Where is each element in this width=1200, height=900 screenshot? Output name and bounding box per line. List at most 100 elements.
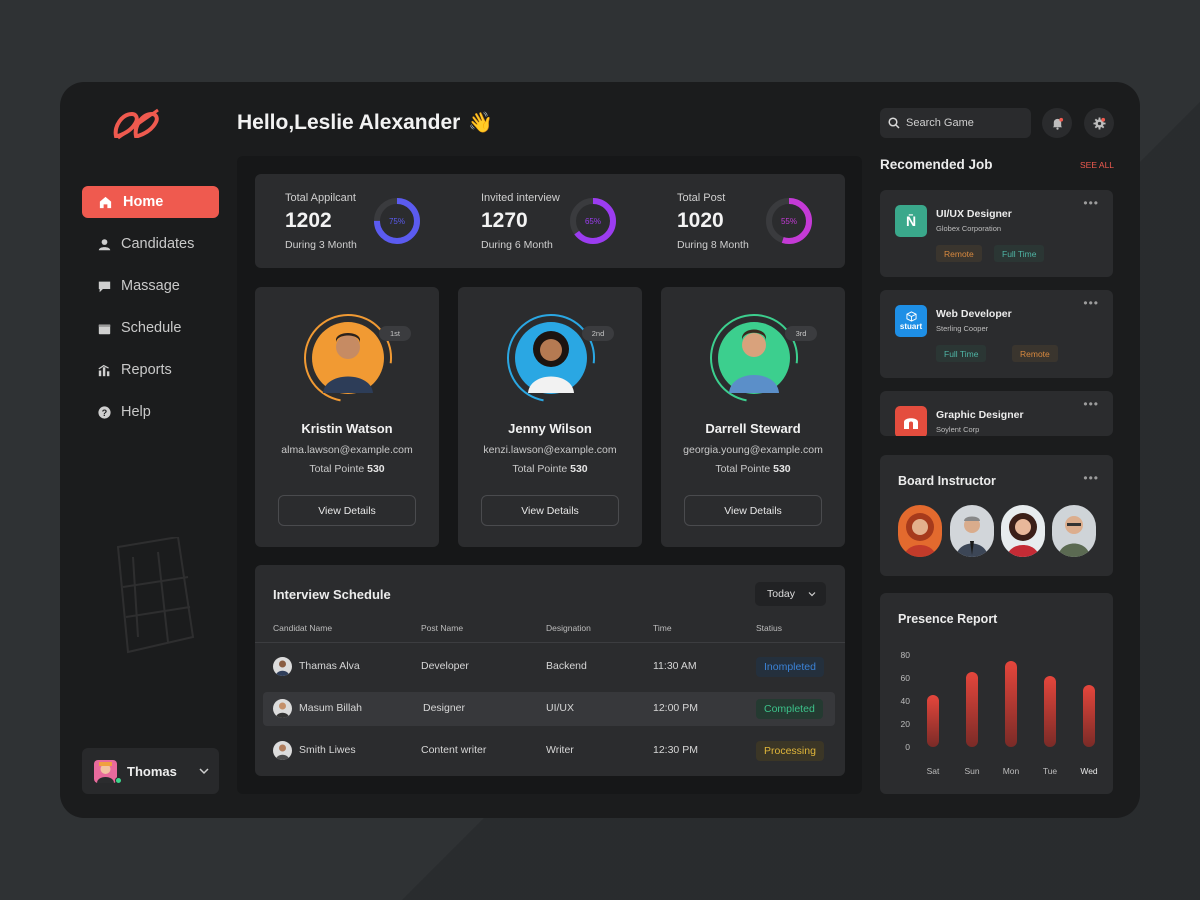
notification-button[interactable] bbox=[1042, 108, 1072, 138]
job-title: Web Developer bbox=[936, 308, 1012, 320]
rank-badge: 3rd bbox=[785, 326, 817, 341]
table-row[interactable]: Thamas Alva Developer Backend 11:30 AM I… bbox=[263, 650, 835, 684]
more-options-icon[interactable]: ••• bbox=[1083, 296, 1099, 310]
progress-donut: 55% bbox=[766, 198, 812, 244]
online-status-dot bbox=[115, 777, 122, 784]
column-header: Candidat Name bbox=[273, 623, 333, 633]
table-row[interactable]: Masum Billah Designer UI/UX 12:00 PM Com… bbox=[263, 692, 835, 726]
settings-button[interactable] bbox=[1084, 108, 1114, 138]
stat-invited-interview: Invited interview 1270 During 6 Month 65… bbox=[451, 174, 647, 268]
job-tag: Remote bbox=[1012, 345, 1058, 362]
job-card[interactable]: stuart Web Developer Sterling Cooper •••… bbox=[880, 290, 1113, 378]
job-title: Graphic Designer bbox=[936, 409, 1024, 421]
message-icon bbox=[98, 280, 111, 293]
company-logo: stuart bbox=[895, 305, 927, 337]
stat-value: 1202 bbox=[285, 209, 332, 232]
date-filter-dropdown[interactable]: Today bbox=[755, 582, 826, 606]
time: 11:30 AM bbox=[653, 660, 697, 672]
sidebar-item-help[interactable]: ? Help bbox=[82, 396, 219, 428]
instructor-avatar[interactable] bbox=[950, 505, 994, 557]
avatar bbox=[273, 741, 292, 760]
bell-icon bbox=[1052, 117, 1063, 130]
candidate-email: georgia.young@example.com bbox=[683, 444, 823, 456]
rank-badge: 2nd bbox=[582, 326, 614, 341]
points-value: 530 bbox=[570, 463, 588, 475]
avatar bbox=[273, 657, 292, 676]
rank-badge: 1st bbox=[379, 326, 411, 341]
stat-value: 1020 bbox=[677, 209, 724, 232]
instructor-avatar[interactable] bbox=[1001, 505, 1045, 557]
candidate-points: Total Pointe 530 bbox=[661, 463, 845, 475]
designation: Writer bbox=[546, 744, 574, 756]
stat-label: Invited interview bbox=[481, 192, 560, 204]
sidebar-item-label: Help bbox=[121, 404, 151, 420]
progress-donut: 65% bbox=[570, 198, 616, 244]
stat-total-post: Total Post 1020 During 8 Month 55% bbox=[647, 174, 843, 268]
x-tick-label: Mon bbox=[1002, 766, 1020, 776]
status-badge: Inompleted bbox=[756, 657, 824, 677]
column-header: Designation bbox=[546, 623, 591, 633]
stat-subtitle: During 6 Month bbox=[481, 239, 553, 251]
brand-logo-icon bbox=[113, 108, 159, 140]
candidate-card: 1st Kristin Watson alma.lawson@example.c… bbox=[255, 287, 439, 547]
chevron-down-icon bbox=[808, 592, 816, 597]
view-details-button[interactable]: View Details bbox=[278, 495, 416, 526]
sidebar-item-home[interactable]: Home bbox=[82, 186, 219, 218]
column-header: Post Name bbox=[421, 623, 464, 633]
candidate-card: 3rd Darrell Steward georgia.young@exampl… bbox=[661, 287, 845, 547]
designation: UI/UX bbox=[546, 702, 575, 714]
company-name: Sterling Cooper bbox=[936, 324, 989, 333]
candidate-points: Total Pointe 530 bbox=[255, 463, 439, 475]
see-all-link[interactable]: SEE ALL bbox=[1080, 160, 1115, 170]
view-details-button[interactable]: View Details bbox=[481, 495, 619, 526]
sidebar-item-schedule[interactable]: Schedule bbox=[82, 312, 219, 344]
sidebar-item-label: Reports bbox=[121, 362, 172, 378]
search-input[interactable] bbox=[906, 117, 1026, 129]
sidebar-item-massage[interactable]: Massage bbox=[82, 270, 219, 302]
sidebar-item-label: Massage bbox=[121, 278, 180, 294]
job-card[interactable]: Graphic Designer Soylent Corp ••• bbox=[880, 391, 1113, 436]
points-label: Total Pointe bbox=[715, 463, 771, 475]
user-menu[interactable]: Thomas bbox=[82, 748, 219, 794]
view-details-button[interactable]: View Details bbox=[684, 495, 822, 526]
time: 12:30 PM bbox=[653, 744, 698, 756]
home-icon bbox=[98, 195, 113, 210]
y-tick-label: 80 bbox=[900, 650, 910, 660]
sidebar-item-label: Candidates bbox=[121, 236, 195, 252]
sidebar-item-label: Home bbox=[123, 194, 164, 210]
points-label: Total Pointe bbox=[512, 463, 568, 475]
company-logo: N̄ bbox=[895, 205, 927, 237]
header-divider bbox=[255, 642, 845, 643]
board-instructor-card: Board Instructor ••• bbox=[880, 455, 1113, 576]
points-value: 530 bbox=[773, 463, 791, 475]
schedule-title: Interview Schedule bbox=[273, 587, 391, 602]
stat-label: Total Appilcant bbox=[285, 192, 356, 204]
progress-donut: 75% bbox=[374, 198, 420, 244]
more-options-icon[interactable]: ••• bbox=[1083, 196, 1099, 210]
sidebar-item-candidates[interactable]: Candidates bbox=[82, 228, 219, 260]
stat-value: 1270 bbox=[481, 209, 528, 232]
points-value: 530 bbox=[367, 463, 385, 475]
candidate-email: alma.lawson@example.com bbox=[281, 444, 413, 456]
job-tag: Full Time bbox=[936, 345, 987, 362]
table-row[interactable]: Smith Liwes Content writer Writer 12:30 … bbox=[263, 734, 835, 768]
candidate-card: 2nd Jenny Wilson kenzi.lawson@example.co… bbox=[458, 287, 642, 547]
post-name: Designer bbox=[423, 702, 466, 714]
search-box[interactable] bbox=[880, 108, 1031, 138]
more-options-icon[interactable]: ••• bbox=[1083, 397, 1099, 411]
svg-text:65%: 65% bbox=[585, 217, 601, 226]
candidate-name: Kristin Watson bbox=[301, 421, 393, 436]
candidate-photo bbox=[507, 314, 595, 402]
sidebar-item-reports[interactable]: Reports bbox=[82, 354, 219, 386]
chart-title: Presence Report bbox=[898, 612, 998, 626]
instructor-avatar[interactable] bbox=[1052, 505, 1096, 557]
y-tick-label: 0 bbox=[905, 742, 910, 752]
user-icon bbox=[98, 238, 111, 251]
chart-icon bbox=[98, 364, 111, 377]
more-options-icon[interactable]: ••• bbox=[1083, 471, 1099, 485]
presence-report-card: Presence Report 80 60 40 20 0 Sat Sun Mon T… bbox=[880, 593, 1113, 794]
bar-sun bbox=[966, 672, 978, 747]
instructor-avatar[interactable] bbox=[898, 505, 942, 557]
job-card[interactable]: N̄ UI/UX Designer Globex Corporation •••… bbox=[880, 190, 1113, 277]
candidate-name: Smith Liwes bbox=[299, 744, 356, 756]
